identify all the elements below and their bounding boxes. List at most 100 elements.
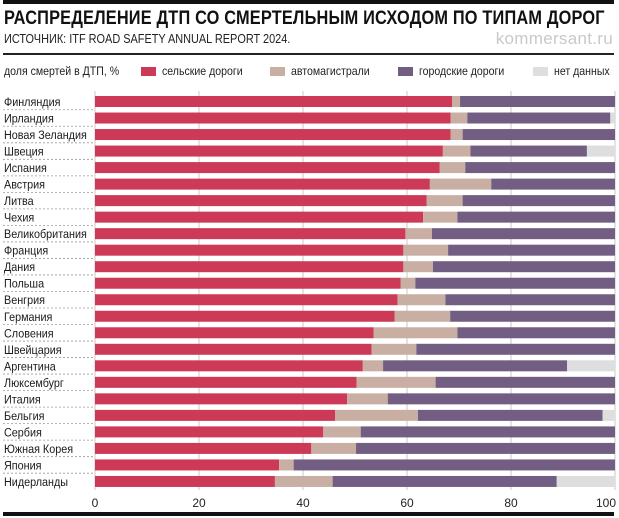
bar-segment	[362, 360, 384, 372]
bar-segment	[335, 409, 418, 421]
category-label: Дания	[4, 262, 35, 275]
category-label: Новая Зеландия	[4, 130, 87, 143]
bar-segment	[95, 459, 280, 471]
bar-segment	[403, 244, 449, 256]
bar-segment	[462, 129, 615, 141]
brand-watermark: kommersant.ru	[495, 29, 613, 48]
bar-segment	[95, 442, 312, 454]
category-label: Люксембург	[4, 377, 64, 390]
value-axis-caption: доля смертей в ДТП, %	[4, 64, 120, 78]
bar-segment	[95, 129, 451, 141]
bar-segment	[491, 178, 615, 190]
legend-label-no-data: нет данных	[554, 64, 610, 78]
x-tick-label: 40	[296, 496, 310, 510]
bar-segment	[450, 310, 615, 322]
bar-segment	[431, 228, 615, 240]
bar-segment	[95, 343, 372, 355]
category-label: Австрия	[4, 179, 45, 192]
bar-segment	[332, 475, 557, 487]
bar-segment	[95, 178, 430, 190]
category-label: Германия	[4, 311, 52, 324]
legend-item-rural: сельские дороги	[141, 64, 254, 78]
bar-segment	[356, 376, 436, 388]
bar-segment	[95, 145, 443, 157]
bar-segment	[95, 426, 324, 438]
bar-segment	[405, 228, 432, 240]
category-label: Сербия	[4, 427, 42, 440]
x-tick-label: 0	[92, 496, 99, 510]
bar-segment	[586, 145, 615, 157]
bar-segment	[445, 294, 615, 306]
bar-segment	[95, 376, 357, 388]
legend-swatch-urban	[398, 66, 413, 76]
bar-segment	[95, 360, 363, 372]
x-tick-label: 60	[400, 496, 414, 510]
chart-source: ИСТОЧНИК: ITF ROAD SAFETY ANNUAL REPORT …	[4, 31, 291, 46]
bar-segment	[417, 409, 603, 421]
bar-segment	[465, 162, 615, 174]
category-label: Ирландия	[4, 113, 54, 126]
bar-segment	[347, 393, 388, 405]
x-tick-label: 80	[504, 496, 518, 510]
bar-segment	[450, 129, 463, 141]
category-label: Финляндия	[4, 97, 60, 110]
legend-label-motorways: автомагистрали	[291, 64, 370, 78]
bar-segment	[95, 228, 406, 240]
bar-segment	[360, 426, 615, 438]
bar-segment	[452, 96, 461, 107]
bar-segment	[460, 96, 615, 107]
category-label: Франция	[4, 245, 48, 258]
bar-segment	[95, 261, 404, 273]
legend-swatch-rural	[141, 66, 156, 76]
bar-segment	[95, 409, 336, 421]
bar-segment	[567, 360, 615, 372]
category-label: Словения	[4, 328, 54, 341]
bar-segment	[400, 277, 416, 289]
category-label: Испания	[4, 163, 47, 176]
category-label: Япония	[4, 460, 41, 473]
category-label: Чехия	[4, 212, 34, 225]
bar-segment	[403, 261, 433, 273]
bar-segment	[602, 409, 615, 421]
bar-segment	[415, 277, 615, 289]
legend-item-no-data: нет данных	[533, 64, 617, 78]
bar-segment	[371, 343, 417, 355]
bottom-rule	[3, 512, 614, 516]
bar-segment	[95, 475, 275, 487]
category-label: Великобритания	[4, 229, 87, 242]
bar-segment	[457, 211, 615, 223]
bar-segment	[426, 195, 463, 207]
bar-segment	[457, 327, 615, 339]
bar-segment	[429, 178, 492, 190]
legend-swatch-no-data	[533, 66, 548, 76]
bar-segment	[556, 475, 615, 487]
bar-segment	[274, 475, 333, 487]
bar-segment	[311, 442, 357, 454]
bar-segment	[95, 195, 427, 207]
bar-segment	[95, 112, 451, 124]
bar-segment	[383, 360, 568, 372]
bar-segment	[467, 112, 611, 124]
bar-segment	[95, 310, 395, 322]
bar-segment	[442, 145, 471, 157]
bar-segment	[470, 145, 587, 157]
x-tick-label: 20	[192, 496, 206, 510]
bar-segment	[373, 327, 458, 339]
legend-label-rural: сельские дороги	[162, 64, 243, 78]
bar-segment	[95, 96, 453, 107]
bar-segment	[95, 327, 374, 339]
bar-segment	[462, 195, 615, 207]
bar-segment	[95, 393, 348, 405]
bar-segment	[423, 211, 458, 223]
legend-label-urban: городские дороги	[419, 64, 505, 78]
category-label: Южная Корея	[4, 443, 73, 456]
chart-title: РАСПРЕДЕЛЕНИЕ ДТП СО СМЕРТЕЛЬНЫМ ИСХОДОМ…	[4, 8, 605, 29]
bar-segment	[435, 376, 615, 388]
bar-segment	[448, 244, 615, 256]
bar-segment	[610, 112, 615, 124]
legend-item-urban: городские дороги	[398, 64, 516, 78]
bar-segment	[416, 343, 615, 355]
bar-segment	[387, 393, 615, 405]
category-label: Аргентина	[4, 361, 56, 374]
category-label: Италия	[4, 394, 41, 407]
